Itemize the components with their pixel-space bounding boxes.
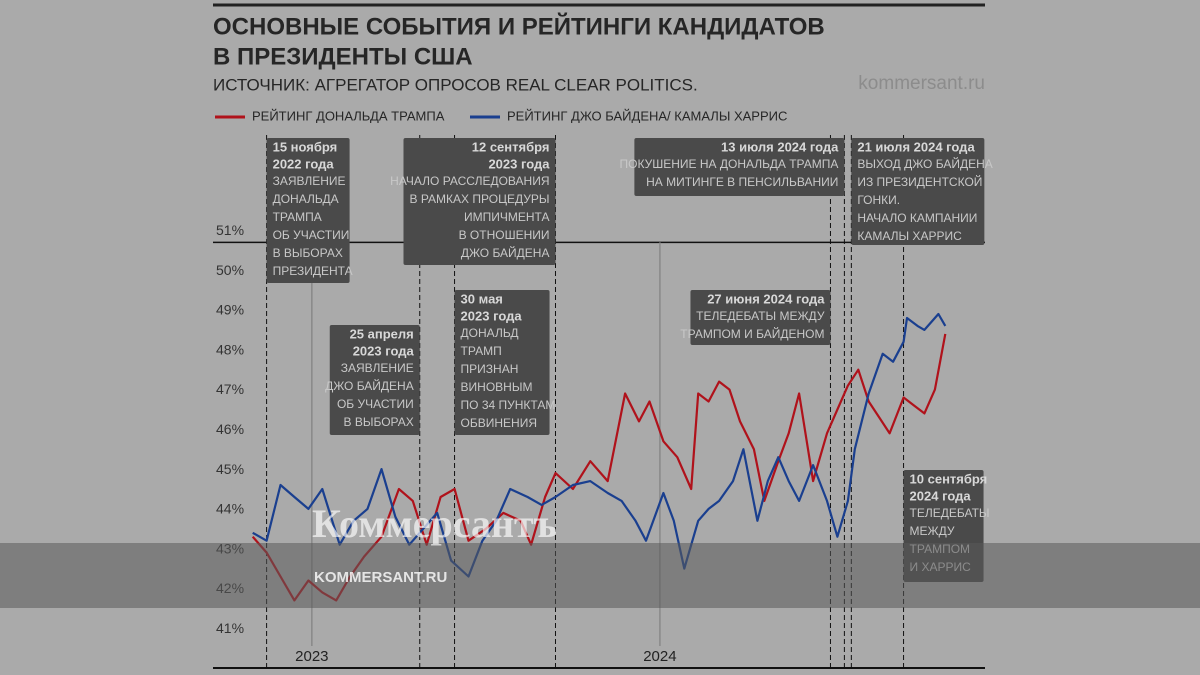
site-label: kommersant.ru [858,73,985,94]
annotation-text: ТЕЛЕДЕБАТЫ МЕЖДУ [696,309,825,323]
annotation-text: НАЧАЛО КАМПАНИИ [857,211,977,225]
annotation-text: ЗАЯВЛЕНИЕ [341,361,414,375]
y-tick-label: 49% [216,302,244,318]
annotation-text: В ВЫБОРАХ [273,246,343,260]
annotation-text: ДОНАЛЬД [461,326,519,340]
annotation-text: В ОТНОШЕНИИ [459,228,550,242]
annotation-text: ИМПИЧМЕНТА [464,210,549,224]
x-tick-label: 2024 [643,648,676,665]
annotation-text: В ВЫБОРАХ [343,415,413,429]
y-tick-label: 45% [216,461,244,477]
annotation-title: 27 июня 2024 года [707,291,825,306]
series-line [252,312,947,578]
annotation-text: ПО 34 ПУНКТАМ [461,398,556,412]
annotation-text: ПОКУШЕНИЕ НА ДОНАЛЬДА ТРАМПА [620,157,839,171]
annotation-title: 2022 года [273,156,335,171]
annotation-text: НА МИТИНГЕ В ПЕНСИЛЬВАНИИ [646,175,838,189]
annotation-text: ВИНОВНЫМ [461,380,533,394]
y-tick-label: 44% [216,501,244,517]
annotation-text: НАЧАЛО РАССЛЕДОВАНИЯ [390,174,549,188]
y-tick-label: 50% [216,262,244,278]
annotation-text: В РАМКАХ ПРОЦЕДУРЫ [410,192,550,206]
subtitle: ИСТОЧНИК: АГРЕГАТОР ОПРОСОВ REAL CLEAR P… [213,75,698,94]
y-tick-label: 47% [216,381,244,397]
y-tick-label: 41% [216,620,244,636]
annotation-text: ТРАМПА [273,210,322,224]
annotation-box [634,138,845,196]
annotation-text: ДЖО БАЙДЕНА [461,245,550,260]
annotation-box [266,138,350,283]
annotation-box [329,325,420,435]
chart-title: В ПРЕЗИДЕНТЫ США [213,43,473,70]
annotation-title: 2023 года [353,343,415,358]
annotation-text: ЗАЯВЛЕНИЕ [273,174,346,188]
annotation-title: 10 сентября [910,471,988,486]
annotation-text: ПРЕЗИДЕНТА [273,264,353,278]
annotation-text: ИЗ ПРЕЗИДЕНТСКОЙ [857,174,982,189]
annotation-title: 15 ноября [273,139,338,154]
annotation-text: ГОНКИ. [857,193,900,207]
y-tick-label: 51% [216,222,244,238]
annotation-title: 25 апреля [350,326,414,341]
annotation-title: 2024 года [910,488,972,503]
annotation-title: 30 мая [461,291,503,306]
annotation-text: ВЫХОД ДЖО БАЙДЕНА [857,156,992,171]
annotation-box [851,138,985,245]
y-tick-label: 48% [216,341,244,357]
x-tick-label: 2023 [295,648,328,665]
annotation-text: МЕЖДУ [910,524,955,538]
annotation-text: ОБ УЧАСТИИ [273,228,350,242]
annotation-title: 2023 года [461,308,523,323]
annotation-text: ОБВИНЕНИЯ [461,416,537,430]
annotation-text: ТРАМП [461,344,502,358]
annotation-text: ДОНАЛЬДА [273,192,339,206]
chart-title: ОСНОВНЫЕ СОБЫТИЯ И РЕЙТИНГИ КАНДИДАТОВ [213,12,825,40]
annotation-text: КАМАЛЫ ХАРРИС [857,229,962,243]
series-line [251,333,947,602]
annotation-box [690,290,831,345]
watermark-band [0,543,1200,608]
annotation-title: 12 сентября [472,139,550,154]
watermark: Коммерсантъ [312,501,557,546]
legend-label: РЕЙТИНГ ДЖО БАЙДЕНА/ КАМАЛЫ ХАРРИС [507,108,787,123]
annotation-box [403,138,556,265]
annotation-title: 21 июля 2024 года [857,139,975,154]
annotation-text: ОБ УЧАСТИИ [337,397,414,411]
watermark-url: KOMMERSANT.RU [314,569,447,586]
annotation-title: 13 июля 2024 года [721,139,839,154]
annotation-text: ТРАМПОМ И БАЙДЕНОМ [680,326,824,341]
annotation-text: ДЖО БАЙДЕНА [325,378,414,393]
annotation-text: ПРИЗНАН [461,362,519,376]
legend-label: РЕЙТИНГ ДОНАЛЬДА ТРАМПА [252,108,445,123]
annotation-title: 2023 года [488,156,550,171]
annotation-box [454,290,550,435]
annotation-text: ТЕЛЕДЕБАТЫ [910,506,990,520]
y-tick-label: 46% [216,421,244,437]
